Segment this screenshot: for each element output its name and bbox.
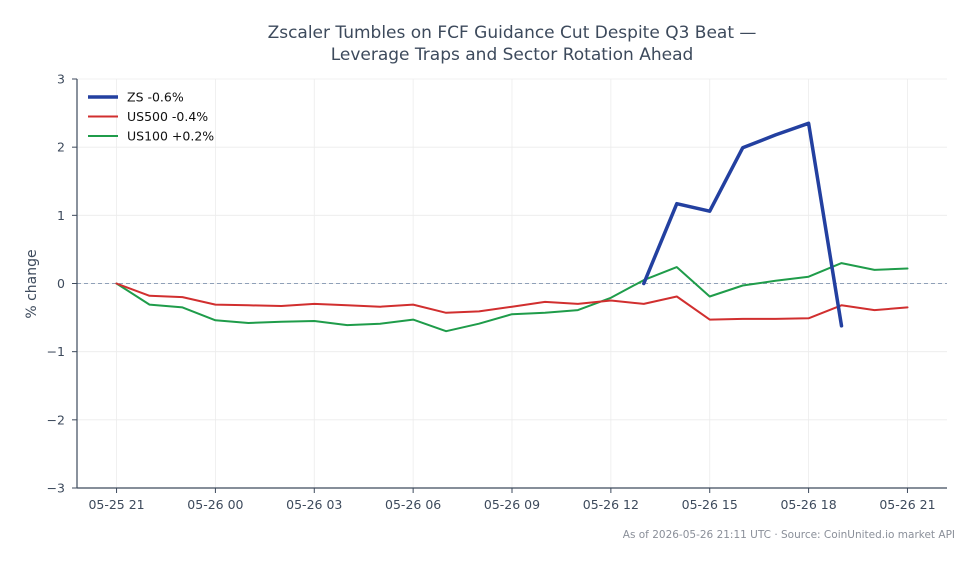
series-line-2 [115,262,909,333]
series-lines [115,121,909,333]
legend-label: US100 +0.2% [127,129,214,144]
chart-title-line-2: Leverage Traps and Sector Rotation Ahead [331,45,694,65]
legend: ZS -0.6% US500 -0.4% US100 +0.2% [88,90,214,144]
y-tick-label: −3 [47,481,65,496]
x-tick-label: 05-26 12 [583,497,639,512]
x-tick-label: 05-26 09 [484,497,540,512]
chart-title-line-1: Zscaler Tumbles on FCF Guidance Cut Desp… [268,23,757,43]
x-tick-label: 05-26 18 [780,497,836,512]
y-tick-label: −1 [47,344,65,359]
y-axis-label: % change [24,249,40,318]
series-line-1 [115,282,909,321]
axes: −3 −2 −1 0 1 2 3 05-25 21 05-26 00 05-26 03 05-26 … [47,72,947,512]
y-tick-label: 0 [57,276,65,291]
legend-label: ZS -0.6% [127,90,184,105]
x-tick-label: 05-26 15 [682,497,738,512]
x-tick-label: 05-26 00 [187,497,243,512]
series-line-0 [642,121,844,328]
y-tick-label: 2 [57,140,65,155]
x-tick-label: 05-26 03 [286,497,342,512]
legend-label: US500 -0.4% [127,109,208,124]
x-tick-label: 05-26 06 [385,497,441,512]
y-tick-label: −2 [47,412,65,427]
x-tick-label: 05-26 21 [879,497,935,512]
y-tick-label: 3 [57,72,65,87]
x-tick-label: 05-25 21 [88,497,144,512]
source-note: As of 2026-05-26 21:11 UTC · Source: Coi… [623,529,955,541]
y-tick-label: 1 [57,208,65,223]
